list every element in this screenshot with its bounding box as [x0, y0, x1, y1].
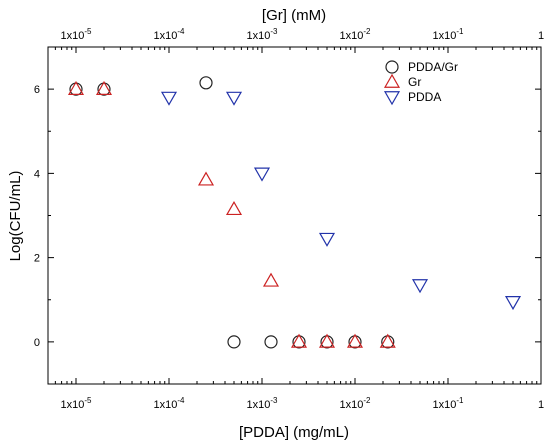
- legend-marker-gr: [383, 73, 401, 88]
- plot-frame: [47, 46, 542, 385]
- x2-tick-label: 1x10-4: [154, 27, 186, 42]
- x-tick-label: 1x10-5: [61, 396, 93, 411]
- point-pdda: [504, 296, 522, 311]
- x-tick-label: 1x10-2: [340, 396, 372, 411]
- point-pdda: [318, 232, 336, 247]
- x2-tick-label: 1x10-5: [61, 27, 93, 42]
- legend-marker-pdda-gr: [385, 60, 399, 74]
- x-axis-title: [PDDA] (mg/mL): [239, 424, 349, 441]
- x2-tick-label: 1x10-2: [340, 27, 372, 42]
- point-pdda-gr: [264, 335, 278, 349]
- point-pdda: [160, 91, 178, 106]
- point-gr: [346, 333, 364, 348]
- legend-label-pdda: PDDA: [408, 90, 441, 104]
- point-gr: [379, 333, 396, 348]
- x-tick-label: 1x10-3: [247, 396, 279, 411]
- point-pdda-gr: [199, 76, 213, 90]
- point-pdda: [225, 91, 243, 106]
- legend-label-gr: Gr: [408, 75, 421, 89]
- y-tick-label: 4: [34, 168, 40, 180]
- axis-ticks: 1x10-5 1x10-4 1x10-3 1x10-2 1x10-1 1 1x10-5 1x1…: [34, 27, 544, 411]
- x2-tick-label: 1x10-1: [433, 27, 465, 42]
- y-tick-label: 6: [34, 84, 40, 96]
- legend-label-pdda-gr: PDDA/Gr: [408, 60, 458, 74]
- point-gr: [67, 80, 85, 95]
- y-tick-label: 0: [34, 337, 40, 349]
- point-pdda: [411, 279, 429, 294]
- x2-axis-title: [Gr] (mM): [262, 7, 326, 24]
- point-gr: [290, 333, 308, 348]
- x-tick-label: 1x10-4: [154, 396, 186, 411]
- point-gr: [95, 80, 113, 95]
- point-gr: [197, 171, 215, 186]
- point-gr: [262, 272, 280, 287]
- x2-tick-label: 1x10-3: [247, 27, 279, 42]
- point-gr: [225, 200, 243, 216]
- x2-tick-label: 1: [538, 30, 544, 42]
- legend-marker-pdda: [383, 91, 401, 106]
- point-pdda-gr: [227, 335, 241, 349]
- y-tick-label: 2: [34, 253, 40, 265]
- y-axis-title: Log(CFU/mL): [7, 171, 24, 262]
- data-points: [67, 76, 522, 349]
- point-gr: [318, 333, 336, 348]
- x-tick-label: 1: [538, 399, 544, 411]
- point-pdda: [253, 167, 271, 182]
- x-tick-label: 1x10-1: [433, 396, 465, 411]
